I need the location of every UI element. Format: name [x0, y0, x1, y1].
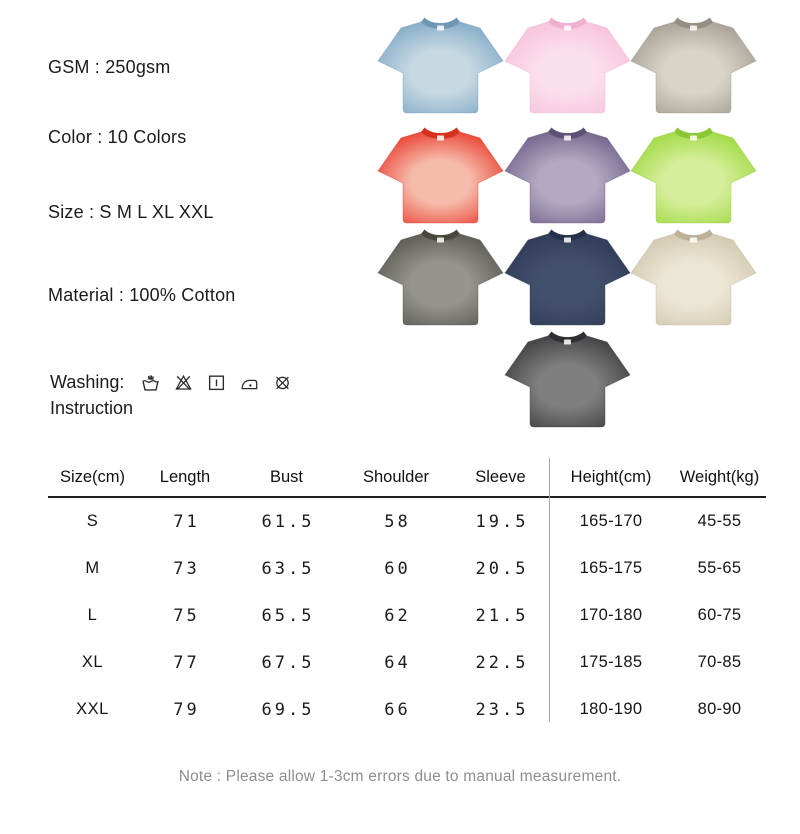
cell-sleeve: 19.5 [475, 511, 529, 532]
cell-height: 175-185 [579, 653, 643, 671]
tshirt-washed-black [504, 328, 631, 434]
cell-weight: 60-75 [697, 606, 742, 624]
cell-height: 170-180 [579, 606, 643, 624]
size-chart-header: Size(cm) Length Bust Shoulder Sleeve Hei… [48, 458, 766, 498]
tshirt-graphic [630, 127, 757, 224]
cell-length: 71 [173, 511, 200, 532]
cell-sleeve: 22.5 [475, 652, 529, 673]
spec-color: Color : 10 Colors [48, 127, 187, 147]
size-chart-body: S 71 61.5 58 19.5 165-170 45-55 M 73 63.5 60 20.5 16… [48, 498, 766, 733]
cell-length: 77 [173, 652, 200, 673]
tshirt-gray-taupe [630, 14, 757, 120]
cell-sleeve: 20.5 [475, 558, 529, 579]
spec-panel: Washing: Instruction GSM : 250gsm Color :… [0, 0, 345, 460]
tshirt-graphic [377, 17, 504, 114]
tshirt-navy [504, 226, 631, 332]
spec-gsm: GSM : 250gsm [48, 57, 171, 77]
cell-bust: 65.5 [261, 605, 315, 626]
tshirt-graphic [630, 17, 757, 114]
cell-shoulder: 64 [384, 652, 411, 673]
tshirt-khaki [630, 226, 757, 332]
cell-weight: 80-90 [697, 700, 742, 718]
tshirt-color-gallery [377, 14, 757, 434]
cell-length: 79 [173, 699, 200, 720]
spec-size: Size : S M L XL XXL [48, 202, 214, 222]
tshirt-red [377, 124, 504, 230]
header-height: Height(cm) [570, 467, 652, 486]
cell-weight: 70-85 [697, 653, 742, 671]
cell-shoulder: 60 [384, 558, 411, 579]
cell-bust: 61.5 [261, 511, 315, 532]
tshirt-washed-blue [377, 14, 504, 120]
washing-label-line2: Instruction [50, 398, 134, 418]
cell-sleeve: 21.5 [475, 605, 529, 626]
cell-bust: 69.5 [261, 699, 315, 720]
cell-weight: 55-65 [697, 559, 742, 577]
cell-length: 75 [173, 605, 200, 626]
cell-height: 165-170 [579, 512, 643, 530]
cell-size: XXL [76, 700, 109, 718]
cell-height: 180-190 [579, 700, 643, 718]
header-size: Size(cm) [59, 467, 126, 486]
header-shoulder: Shoulder [362, 467, 430, 486]
column-divider [549, 458, 550, 722]
cell-length: 73 [173, 558, 200, 579]
tshirt-charcoal [377, 226, 504, 332]
cell-size: M [85, 559, 100, 577]
header-length: Length [159, 467, 211, 486]
cell-size: XL [81, 653, 104, 671]
washing-instruction-block: Washing: Instruction [50, 369, 292, 421]
cell-size: S [86, 512, 99, 530]
cell-shoulder: 66 [384, 699, 411, 720]
table-row-m: M 73 63.5 60 20.5 165-175 55-65 [48, 545, 766, 592]
tshirt-graphic [504, 17, 631, 114]
header-weight: Weight(kg) [679, 467, 760, 486]
tshirt-purple [504, 124, 631, 230]
tshirt-lime-green [630, 124, 757, 230]
tshirt-graphic [504, 127, 631, 224]
cell-shoulder: 58 [384, 511, 411, 532]
tshirt-pink [504, 14, 631, 120]
table-row-l: L 75 65.5 62 21.5 170-180 60-75 [48, 592, 766, 639]
cell-size: L [87, 606, 98, 624]
spec-material: Material : 100% Cotton [48, 285, 236, 305]
table-row-xl: XL 77 67.5 64 22.5 175-185 70-85 [48, 639, 766, 686]
header-bust: Bust [269, 467, 304, 486]
cell-bust: 67.5 [261, 652, 315, 673]
cell-weight: 45-55 [697, 512, 742, 530]
tshirt-graphic [377, 229, 504, 326]
cell-shoulder: 62 [384, 605, 411, 626]
washing-label-line1: Washing: [50, 371, 125, 392]
cell-sleeve: 23.5 [475, 699, 529, 720]
table-row-s: S 71 61.5 58 19.5 165-170 45-55 [48, 498, 766, 545]
table-row-xxl: XXL 79 69.5 66 23.5 180-190 80-90 [48, 686, 766, 733]
tshirt-graphic [377, 127, 504, 224]
header-sleeve: Sleeve [475, 467, 526, 486]
cell-bust: 63.5 [261, 558, 315, 579]
tshirt-graphic [630, 229, 757, 326]
measurement-note: Note : Please allow 1-3cm errors due to … [178, 768, 622, 785]
tshirt-graphic [504, 331, 631, 428]
cell-height: 165-175 [579, 559, 643, 577]
tshirt-graphic [504, 229, 631, 326]
size-chart-table: Size(cm) Length Bust Shoulder Sleeve Hei… [48, 458, 766, 733]
